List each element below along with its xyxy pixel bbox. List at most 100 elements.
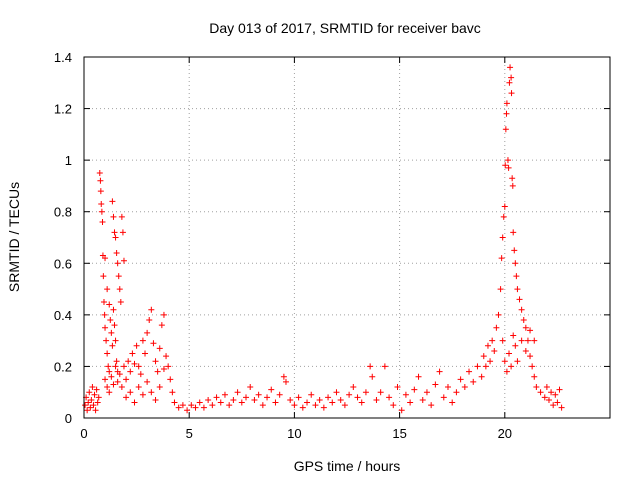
data-point: [419, 396, 426, 403]
data-point: [205, 396, 212, 403]
data-point: [171, 399, 178, 406]
data-point: [85, 399, 92, 406]
data-point: [484, 342, 491, 349]
data-point: [188, 402, 195, 409]
data-point: [299, 404, 306, 411]
data-point: [113, 249, 120, 256]
data-point: [502, 162, 509, 169]
data-point: [209, 402, 216, 409]
data-point: [444, 384, 451, 391]
data-point: [506, 350, 513, 357]
data-point: [514, 358, 521, 365]
data-point: [123, 394, 130, 401]
data-point: [89, 384, 96, 391]
data-point: [144, 329, 151, 336]
y-tick-label: 1.2: [54, 102, 72, 117]
data-point: [304, 399, 311, 406]
data-point: [333, 389, 340, 396]
data-point: [373, 396, 380, 403]
data-point: [94, 399, 101, 406]
data-point: [99, 219, 106, 226]
data-point: [295, 394, 302, 401]
data-point: [97, 177, 104, 184]
data-point: [398, 407, 405, 414]
data-point: [527, 353, 534, 360]
data-point: [386, 394, 393, 401]
data-point: [115, 273, 122, 280]
data-point: [251, 396, 258, 403]
data-point: [111, 229, 118, 236]
data-point: [179, 402, 186, 409]
data-point: [503, 100, 510, 107]
data-point: [487, 358, 494, 365]
data-point: [156, 384, 163, 391]
data-point: [221, 391, 228, 398]
data-point: [329, 399, 336, 406]
y-tick-label: 1: [65, 153, 72, 168]
data-point: [101, 311, 108, 318]
data-point: [100, 298, 107, 305]
data-point: [152, 396, 159, 403]
grid: [84, 57, 610, 418]
data-point: [502, 126, 509, 133]
data-point: [97, 188, 104, 195]
data-point: [184, 407, 191, 414]
data-point: [508, 90, 515, 97]
data-point: [501, 358, 508, 365]
data-point: [107, 317, 114, 324]
data-point: [508, 74, 515, 81]
data-point: [110, 306, 117, 313]
data-point: [512, 342, 519, 349]
data-point: [150, 340, 157, 347]
data-point: [312, 402, 319, 409]
data-point: [436, 368, 443, 375]
data-point: [98, 208, 105, 215]
data-point: [192, 404, 199, 411]
data-point: [381, 363, 388, 370]
data-point: [325, 394, 332, 401]
data-point: [466, 368, 473, 375]
data-point: [423, 389, 430, 396]
data-point: [415, 373, 422, 380]
data-point: [158, 322, 165, 329]
data-point: [337, 396, 344, 403]
data-point: [243, 394, 250, 401]
data-point: [137, 371, 144, 378]
data-point: [139, 337, 146, 344]
data-point: [156, 345, 163, 352]
data-point: [112, 337, 119, 344]
data-point: [104, 286, 111, 293]
data-point: [123, 376, 130, 383]
data-point: [112, 234, 119, 241]
data-point: [457, 376, 464, 383]
data-point: [106, 389, 113, 396]
data-point: [129, 350, 136, 357]
y-axis-label: SRMTID / TECUs: [6, 182, 22, 292]
data-point: [367, 363, 374, 370]
data-point: [106, 301, 113, 308]
data-point: [104, 350, 111, 357]
data-point: [291, 402, 298, 409]
data-points: [82, 64, 565, 414]
data-point: [474, 363, 481, 370]
data-point: [175, 404, 182, 411]
y-tick-label: 1.4: [54, 50, 72, 65]
data-point: [514, 286, 521, 293]
y-tick-label: 0.4: [54, 308, 72, 323]
data-point: [510, 332, 517, 339]
data-point: [499, 234, 506, 241]
data-point: [114, 260, 121, 267]
data-point: [87, 404, 94, 411]
data-point: [131, 399, 138, 406]
data-point: [509, 175, 516, 182]
data-point: [82, 402, 89, 409]
data-point: [119, 229, 126, 236]
y-tick-label: 0.2: [54, 359, 72, 374]
data-point: [226, 402, 233, 409]
data-point: [200, 404, 207, 411]
data-point: [480, 353, 487, 360]
y-tick-label: 0: [65, 411, 72, 426]
data-point: [522, 324, 529, 331]
y-tick-label: 0.8: [54, 205, 72, 220]
